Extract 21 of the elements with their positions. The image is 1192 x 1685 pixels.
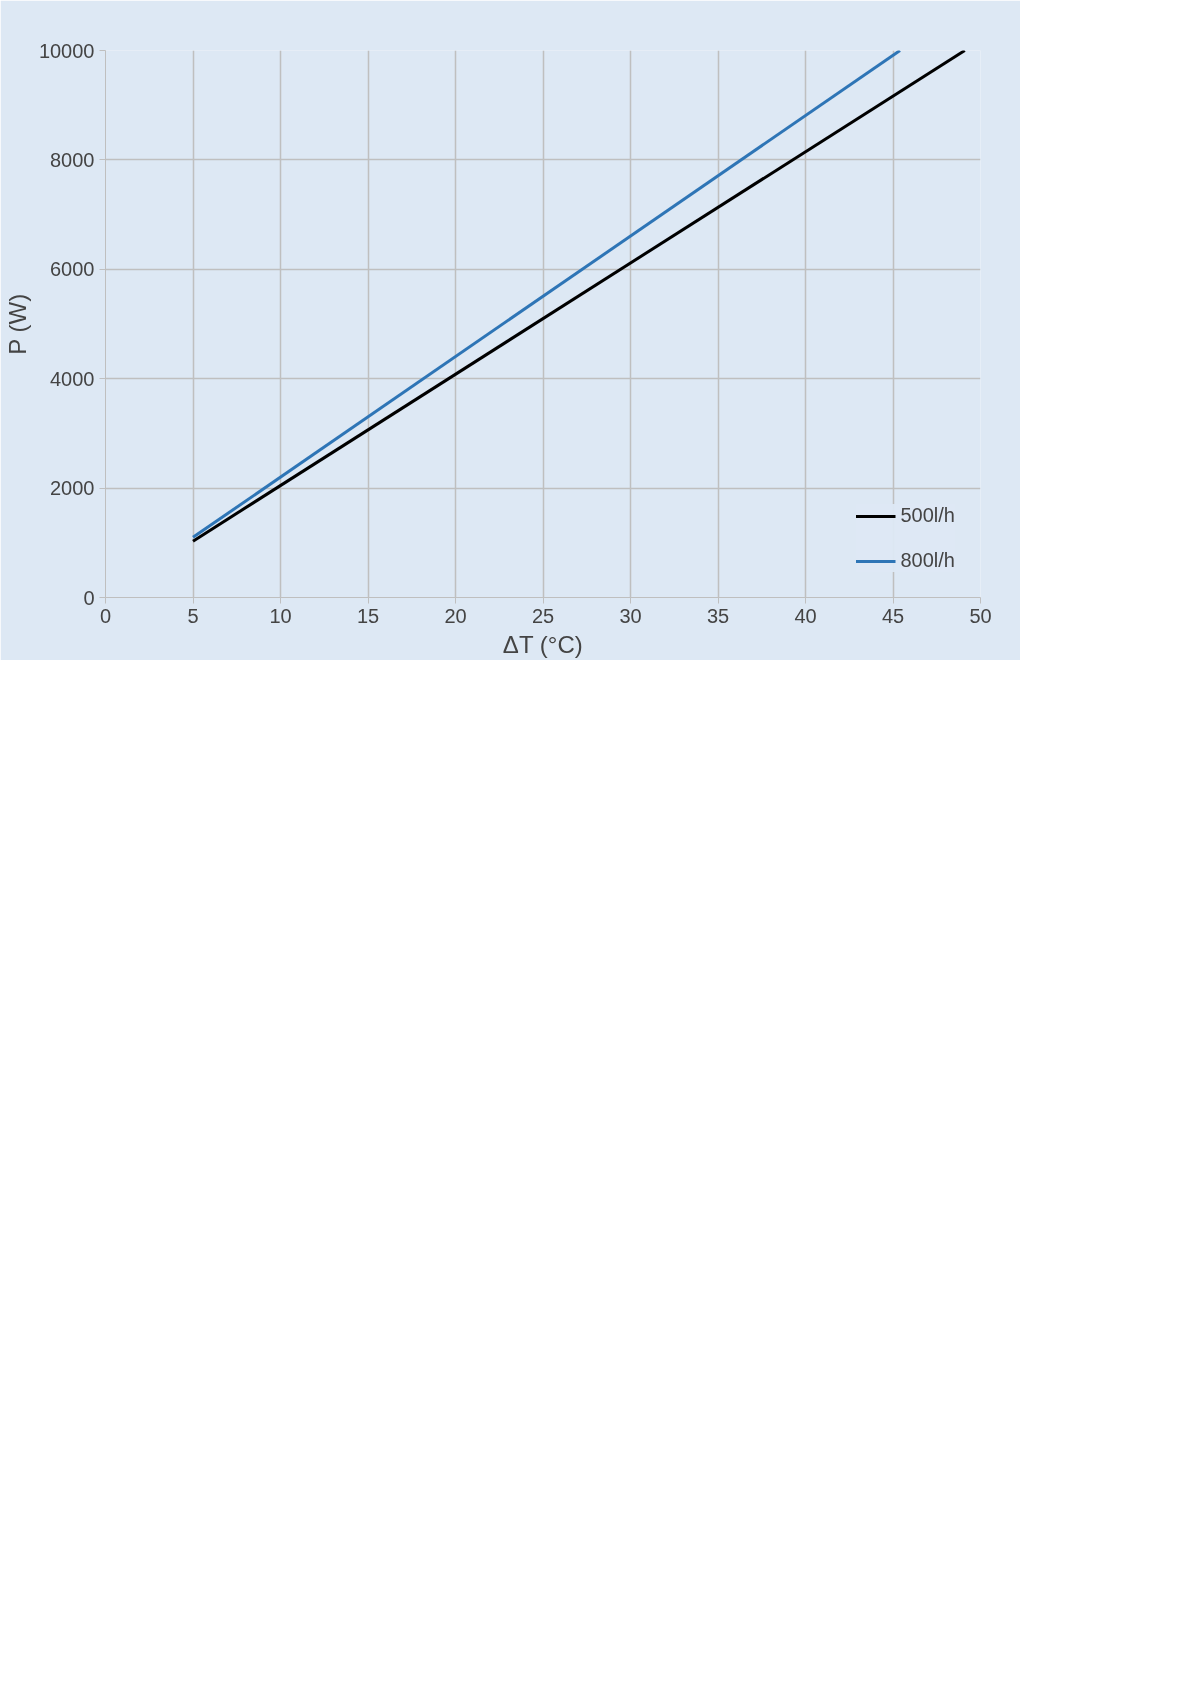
- y-tick-label: 0: [83, 586, 95, 609]
- y-tick-label: 10000: [38, 39, 95, 62]
- x-tick-label: 45: [881, 604, 905, 627]
- x-axis-title: ΔT (°C): [502, 630, 583, 658]
- legend-label: 800l/h: [900, 549, 955, 572]
- x-tick-label: 30: [619, 604, 642, 627]
- x-tick-label: 40: [794, 604, 817, 627]
- x-tick-label: 0: [99, 604, 112, 627]
- legend-label: 500l/h: [900, 504, 955, 527]
- x-tick-label: 5: [187, 604, 199, 627]
- x-tick-label: 25: [531, 604, 555, 627]
- x-tick-label: 20: [444, 604, 467, 627]
- y-tick-label: 4000: [50, 367, 95, 390]
- x-tick-label: 10: [269, 604, 292, 627]
- x-tick-label: 50: [969, 604, 992, 627]
- x-tick-label: 35: [706, 604, 730, 627]
- x-tick-label: 15: [356, 604, 380, 627]
- y-axis-title: P (W): [3, 293, 31, 355]
- y-tick-label: 8000: [50, 148, 95, 171]
- y-tick-label: 2000: [50, 477, 95, 500]
- y-tick-label: 6000: [50, 258, 95, 281]
